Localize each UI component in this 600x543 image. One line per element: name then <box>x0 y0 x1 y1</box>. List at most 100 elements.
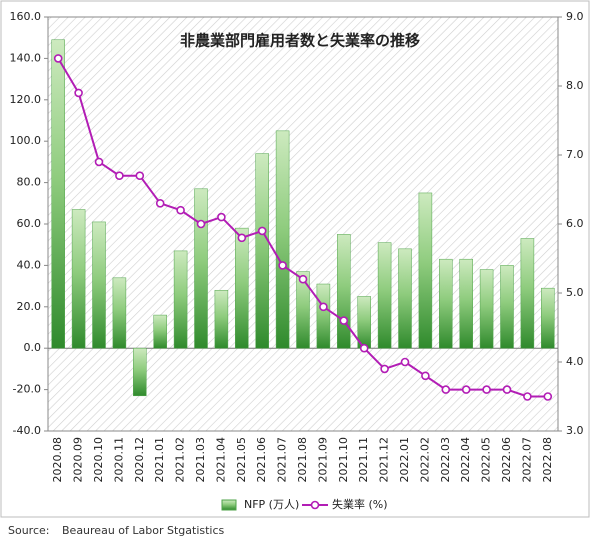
x-tick-label: 2022.02 <box>418 437 431 483</box>
line-marker <box>53 54 63 63</box>
x-tick-label: 2020.10 <box>92 437 105 483</box>
line-marker <box>94 157 104 167</box>
y-tick-label: 100.0 <box>10 134 42 147</box>
y2-tick-label: 5.0 <box>566 286 584 299</box>
source-label: Source: <box>8 524 50 537</box>
x-tick-label: 2021.04 <box>214 437 227 483</box>
y-tick-label: -20.0 <box>13 383 41 396</box>
bar <box>133 347 147 397</box>
x-tick-label: 2022.07 <box>520 437 533 483</box>
y-tick-label: 140.0 <box>10 51 42 64</box>
y2-tick-label: 3.0 <box>566 424 584 437</box>
line-marker <box>502 385 512 394</box>
x-tick-label: 2020.09 <box>72 437 85 483</box>
bar <box>439 258 453 349</box>
bar <box>153 314 167 349</box>
y2-tick-label: 8.0 <box>566 79 584 92</box>
line-marker <box>257 226 267 236</box>
x-tick-label: 2022.01 <box>398 437 411 483</box>
x-tick-label: 2021.06 <box>255 437 268 483</box>
legend-swatch <box>221 499 237 511</box>
x-tick-label: 2021.08 <box>296 437 309 483</box>
bar <box>520 238 535 349</box>
y-tick-label: 40.0 <box>17 258 42 271</box>
line-marker <box>176 205 185 215</box>
x-tick-label: 2022.04 <box>459 437 472 483</box>
bar <box>337 234 351 349</box>
x-tick-label: 2022.08 <box>541 437 554 483</box>
bar <box>71 209 86 349</box>
x-tick-label: 2021.12 <box>378 437 391 483</box>
x-tick-label: 2020.11 <box>112 437 125 483</box>
y-tick-label: 80.0 <box>17 176 42 189</box>
line-marker <box>155 199 165 208</box>
x-tick-label: 2021.05 <box>235 437 248 483</box>
y-tick-label: -40.0 <box>13 424 41 437</box>
line-marker <box>217 212 226 222</box>
y-tick-label: 0.0 <box>24 341 42 354</box>
plot-area <box>47 16 559 432</box>
bar <box>255 153 269 349</box>
bar <box>377 242 392 349</box>
line-marker <box>278 261 287 270</box>
line-marker <box>359 343 369 353</box>
legend-label: NFP (万人) <box>244 498 299 511</box>
x-tick-label: 2022.05 <box>480 437 493 483</box>
bar <box>316 283 331 349</box>
x-tick-label: 2021.01 <box>153 437 166 483</box>
bar <box>51 39 65 349</box>
line-marker <box>461 385 471 394</box>
x-tick-label: 2021.09 <box>316 437 329 483</box>
bar <box>214 289 229 349</box>
y2-tick-label: 4.0 <box>566 355 584 368</box>
y-tick-label: 120.0 <box>10 93 42 106</box>
line-marker <box>196 219 206 229</box>
bar <box>398 248 412 349</box>
bar <box>418 192 433 349</box>
y2-tick-label: 6.0 <box>566 217 584 230</box>
line-marker <box>380 364 389 374</box>
line-marker <box>523 392 532 401</box>
line-marker <box>482 385 491 394</box>
x-tick-label: 2021.02 <box>174 437 187 483</box>
x-tick-label: 2021.10 <box>337 437 350 483</box>
x-tick-label: 2020.12 <box>133 437 146 483</box>
bar <box>500 265 514 349</box>
x-tick-label: 2021.11 <box>357 437 370 483</box>
x-tick-label: 2021.03 <box>194 437 207 483</box>
x-tick-label: 2020.08 <box>51 437 64 483</box>
chart-title: 非農業部門雇用者数と失業率の推移 <box>180 32 420 50</box>
bar <box>173 250 188 349</box>
line-marker <box>319 302 328 312</box>
line-marker <box>115 171 124 180</box>
line-marker <box>135 171 145 180</box>
y2-tick-label: 7.0 <box>566 148 584 161</box>
legend-swatch <box>310 500 320 510</box>
x-tick-label: 2022.06 <box>500 437 513 483</box>
bar <box>541 287 555 349</box>
line-marker <box>543 392 553 401</box>
bar <box>296 271 310 349</box>
bar <box>235 227 249 349</box>
bar <box>92 221 106 349</box>
source-text: Beaureau of Labor Stgatistics <box>62 524 225 537</box>
x-tick-label: 2022.03 <box>439 437 452 483</box>
x-tick-label: 2021.07 <box>276 437 289 483</box>
legend-label: 失業率 (%) <box>332 497 388 511</box>
line-marker <box>339 316 349 325</box>
y-tick-label: 20.0 <box>17 300 42 313</box>
line-marker <box>74 88 83 98</box>
line-marker <box>237 233 247 243</box>
y-tick-label: 60.0 <box>17 217 42 230</box>
bar <box>459 258 473 349</box>
y2-tick-label: 9.0 <box>566 10 584 23</box>
bar <box>275 130 290 349</box>
line-marker <box>400 357 410 367</box>
line-marker <box>421 371 430 381</box>
line-marker <box>441 385 451 394</box>
line-marker <box>298 274 308 284</box>
bar <box>479 269 494 349</box>
y-tick-label: 160.0 <box>10 10 42 23</box>
bar <box>194 188 208 349</box>
